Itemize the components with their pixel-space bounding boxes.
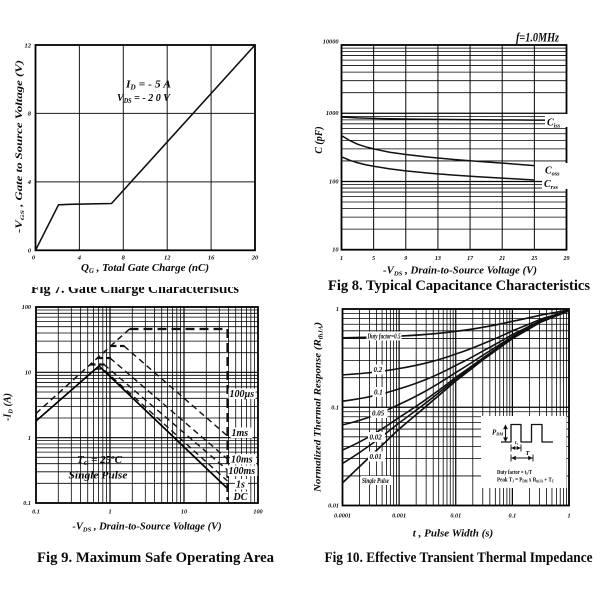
svg-text:8: 8 [122, 255, 126, 262]
svg-text:f=1.0MHz: f=1.0MHz [516, 31, 559, 45]
svg-text:16: 16 [208, 255, 215, 262]
svg-text:-ID (A): -ID (A) [3, 393, 15, 421]
svg-text:Single Pulse: Single Pulse [69, 471, 129, 482]
svg-text:21: 21 [498, 256, 505, 262]
svg-text:1: 1 [28, 435, 31, 442]
svg-text:-VDS , Drain-to-Source Voltage: -VDS , Drain-to-Source Voltage (V) [72, 522, 221, 534]
svg-text:T: T [526, 450, 531, 457]
svg-text:t1: t1 [515, 440, 519, 446]
svg-text:1: 1 [108, 509, 111, 516]
svg-text:Normalized Thermal Response (R: Normalized Thermal Response (RthJA) [313, 322, 325, 493]
svg-text:Fig 9. Maximum Safe Operating: Fig 9. Maximum Safe Operating Area [37, 550, 275, 566]
svg-text:Peak TJ = PDM x RthJA + TC: Peak TJ = PDM x RthJA + TC [497, 478, 554, 484]
svg-text:4: 4 [27, 179, 32, 186]
svg-text:12: 12 [25, 42, 32, 49]
svg-text:PDM: PDM [492, 429, 503, 437]
svg-text:DC: DC [233, 492, 248, 503]
svg-text:12: 12 [164, 255, 171, 262]
svg-text:0.01: 0.01 [450, 513, 461, 520]
svg-text:8: 8 [28, 111, 32, 118]
svg-text:1: 1 [567, 513, 570, 520]
svg-text:5: 5 [372, 256, 375, 262]
svg-text:17: 17 [467, 256, 474, 262]
svg-text:10: 10 [332, 247, 339, 254]
svg-text:0: 0 [28, 248, 32, 255]
svg-text:100: 100 [22, 304, 31, 311]
svg-text:Fig 8. Typical Capacitance Cha: Fig 8. Typical Capacitance Characteristi… [328, 278, 590, 294]
svg-text:0.001: 0.001 [392, 513, 406, 520]
svg-text:0.2: 0.2 [374, 366, 383, 374]
svg-text:13: 13 [435, 256, 441, 262]
svg-text:QG , Total Gate Charge (nC): QG , Total Gate Charge (nC) [81, 262, 209, 275]
svg-text:Fig 10. Effective Transient Th: Fig 10. Effective Transient Thermal Impe… [325, 550, 594, 566]
svg-text:0.1: 0.1 [331, 404, 339, 411]
svg-text:29: 29 [563, 256, 570, 262]
svg-text:25: 25 [530, 256, 537, 262]
svg-text:1000: 1000 [326, 110, 339, 117]
svg-text:100: 100 [329, 178, 339, 185]
svg-text:0.01: 0.01 [328, 503, 339, 510]
svg-text:20: 20 [251, 255, 259, 262]
svg-text:Coss: Coss [545, 166, 560, 178]
svg-text:100ms: 100ms [229, 466, 256, 477]
svg-text:Duty factor = t1/T: Duty factor = t1/T [497, 470, 532, 476]
svg-text:1: 1 [336, 306, 339, 313]
svg-text:10ms: 10ms [231, 455, 253, 466]
svg-text:1: 1 [340, 256, 343, 262]
svg-text:0.1: 0.1 [374, 389, 383, 397]
svg-text:0.1: 0.1 [509, 513, 517, 520]
svg-text:100: 100 [253, 509, 262, 516]
svg-text:0.1: 0.1 [32, 509, 40, 516]
svg-text:1s: 1s [236, 480, 245, 491]
svg-text:0.0001: 0.0001 [334, 513, 351, 520]
svg-text:0.1: 0.1 [23, 500, 31, 507]
svg-text:Ciss: Ciss [547, 118, 561, 130]
svg-text:10: 10 [25, 370, 31, 377]
svg-text:ID = - 5 A: ID = - 5 A [125, 79, 171, 92]
svg-text:10: 10 [181, 509, 187, 516]
svg-text:Duty factor=0.5: Duty factor=0.5 [367, 334, 401, 341]
svg-text:0.02: 0.02 [370, 434, 383, 442]
svg-text:9: 9 [404, 256, 407, 262]
svg-text:1ms: 1ms [232, 428, 249, 439]
svg-text:-VGS , Gate to Source Voltage: -VGS , Gate to Source Voltage (V) [14, 60, 26, 233]
svg-text:10000: 10000 [323, 39, 340, 46]
svg-text:t , Pulse Width (s): t , Pulse Width (s) [413, 528, 493, 540]
svg-text:Single Pulse: Single Pulse [362, 478, 389, 485]
svg-text:0.01: 0.01 [370, 453, 382, 461]
svg-text:0: 0 [32, 255, 36, 262]
svg-text:Crss: Crss [544, 179, 558, 191]
svg-text:VDS = - 2 0 V: VDS = - 2 0 V [117, 92, 172, 105]
svg-text:100µs: 100µs [230, 389, 255, 400]
svg-text:-VDS , Drain-to-Source Voltage: -VDS , Drain-to-Source Voltage (V) [383, 266, 537, 278]
svg-text:0.05: 0.05 [372, 410, 385, 418]
svg-text:4: 4 [77, 255, 82, 262]
svg-text:C (pF): C (pF) [314, 126, 325, 154]
